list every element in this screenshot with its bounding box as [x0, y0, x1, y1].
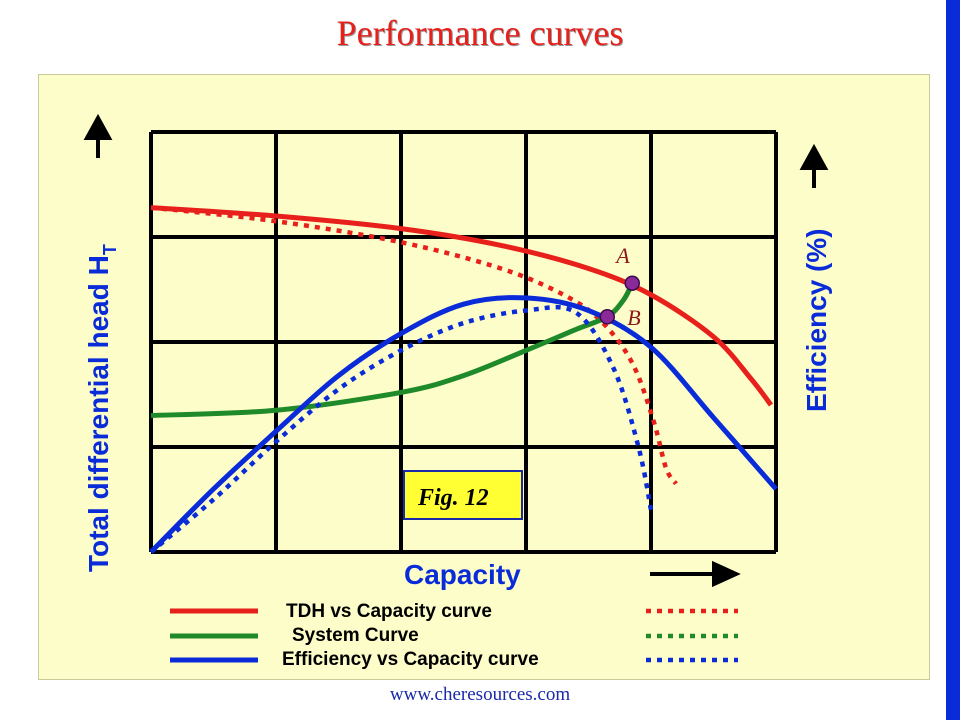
legend-label-tdh: TDH vs Capacity curve [286, 601, 492, 622]
fig-label: Fig. 12 [417, 485, 489, 511]
fig-label-box [403, 470, 523, 520]
y-axis-label-text: Total differential head H [83, 255, 114, 572]
window-edge [946, 0, 960, 720]
y-axis-label: Total differential head HT [83, 244, 120, 572]
x-axis-label: Capacity [404, 559, 521, 590]
chart-panel [38, 74, 930, 680]
page-title: Performance curves [336, 13, 624, 53]
y-axis-up-arrow [83, 113, 113, 158]
grid [149, 130, 778, 554]
footer-url: www.cheresources.com [389, 684, 571, 705]
point-label-b: B [627, 305, 640, 330]
x-axis-right-arrow [650, 560, 741, 588]
point-b [599, 309, 615, 325]
series-lines [149, 205, 778, 554]
point-label-a: A [614, 243, 630, 268]
operating-points: AB [599, 243, 641, 330]
legend-label-system: System Curve [292, 625, 419, 646]
series-system-curve-solid [150, 282, 635, 418]
y2-axis-label: Efficiency (%) [801, 228, 832, 412]
series-efficiency-vs-capacity-curve-solid [149, 295, 778, 554]
legend-label-efficiency: Efficiency vs Capacity curve [282, 649, 539, 670]
legend: TDH vs Capacity curve System Curve Effic… [170, 601, 738, 670]
point-a [624, 275, 640, 291]
series-tdh-vs-capacity-curve-dotted [150, 205, 678, 486]
series-tdh-vs-capacity-curve-solid [150, 205, 773, 407]
y-axis-label-subscript: T [100, 244, 120, 255]
y2-axis-up-arrow [799, 143, 829, 188]
